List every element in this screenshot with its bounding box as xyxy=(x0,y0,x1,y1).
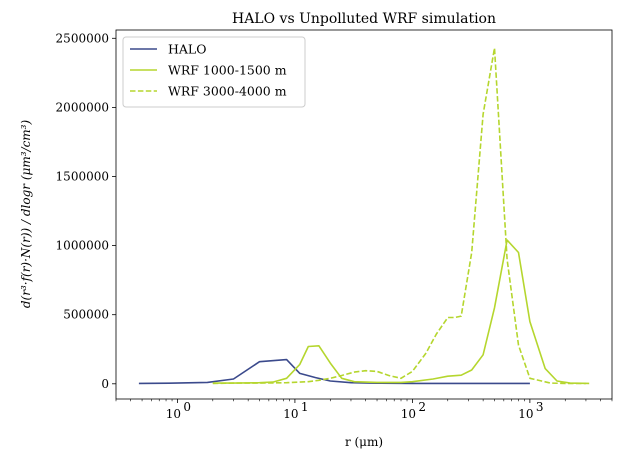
series-line-0 xyxy=(138,358,530,385)
x-tick-label: 10 xyxy=(166,407,181,421)
svg-text:d(r³·f(r)·N(r)) / dlogr (μm³/: d(r³·f(r)·N(r)) / dlogr (μm³/cm³) xyxy=(19,120,33,309)
x-tick-label-exponent: 1 xyxy=(301,400,309,414)
series-line-2 xyxy=(212,47,586,385)
y-tick-label: 2500000 xyxy=(56,31,109,45)
y-tick-label: 1500000 xyxy=(56,169,109,183)
x-axis-ticks: 10 0 10 1 10 2 10 3 xyxy=(166,399,544,421)
y-axis-ticks: 0 500000 1000000 1500000 2000000 2500000 xyxy=(56,31,116,391)
legend-box xyxy=(122,36,306,108)
plot-frame xyxy=(115,29,613,400)
series-layer xyxy=(138,47,590,385)
y-tick-label: 2000000 xyxy=(56,100,109,114)
legend: HALO WRF 1000-1500 m WRF 3000-4000 m xyxy=(122,36,306,108)
chart-title: HALO vs Unpolluted WRF simulation xyxy=(232,11,496,27)
y-tick-label: 500000 xyxy=(63,308,109,322)
x-tick-label-exponent: 0 xyxy=(183,400,191,414)
y-axis-label: d(r³·f(r)·N(r)) / dlogr (μm³/cm³) xyxy=(19,120,33,309)
legend-label: WRF 1000-1500 m xyxy=(168,63,287,78)
legend-label: WRF 3000-4000 m xyxy=(168,84,287,99)
x-tick-label: 10 xyxy=(401,407,416,421)
x-tick-label-exponent: 3 xyxy=(536,400,544,414)
y-tick-label: 0 xyxy=(101,377,109,391)
x-tick-label: 10 xyxy=(518,407,533,421)
y-tick-label: 1000000 xyxy=(56,239,109,253)
legend-label: HALO xyxy=(168,42,206,57)
x-tick-label-exponent: 2 xyxy=(418,400,426,414)
series-line-1 xyxy=(212,239,590,385)
x-axis-minor-ticks xyxy=(115,399,613,402)
x-axis-label: r (μm) xyxy=(345,435,383,449)
x-tick-label: 10 xyxy=(283,407,298,421)
